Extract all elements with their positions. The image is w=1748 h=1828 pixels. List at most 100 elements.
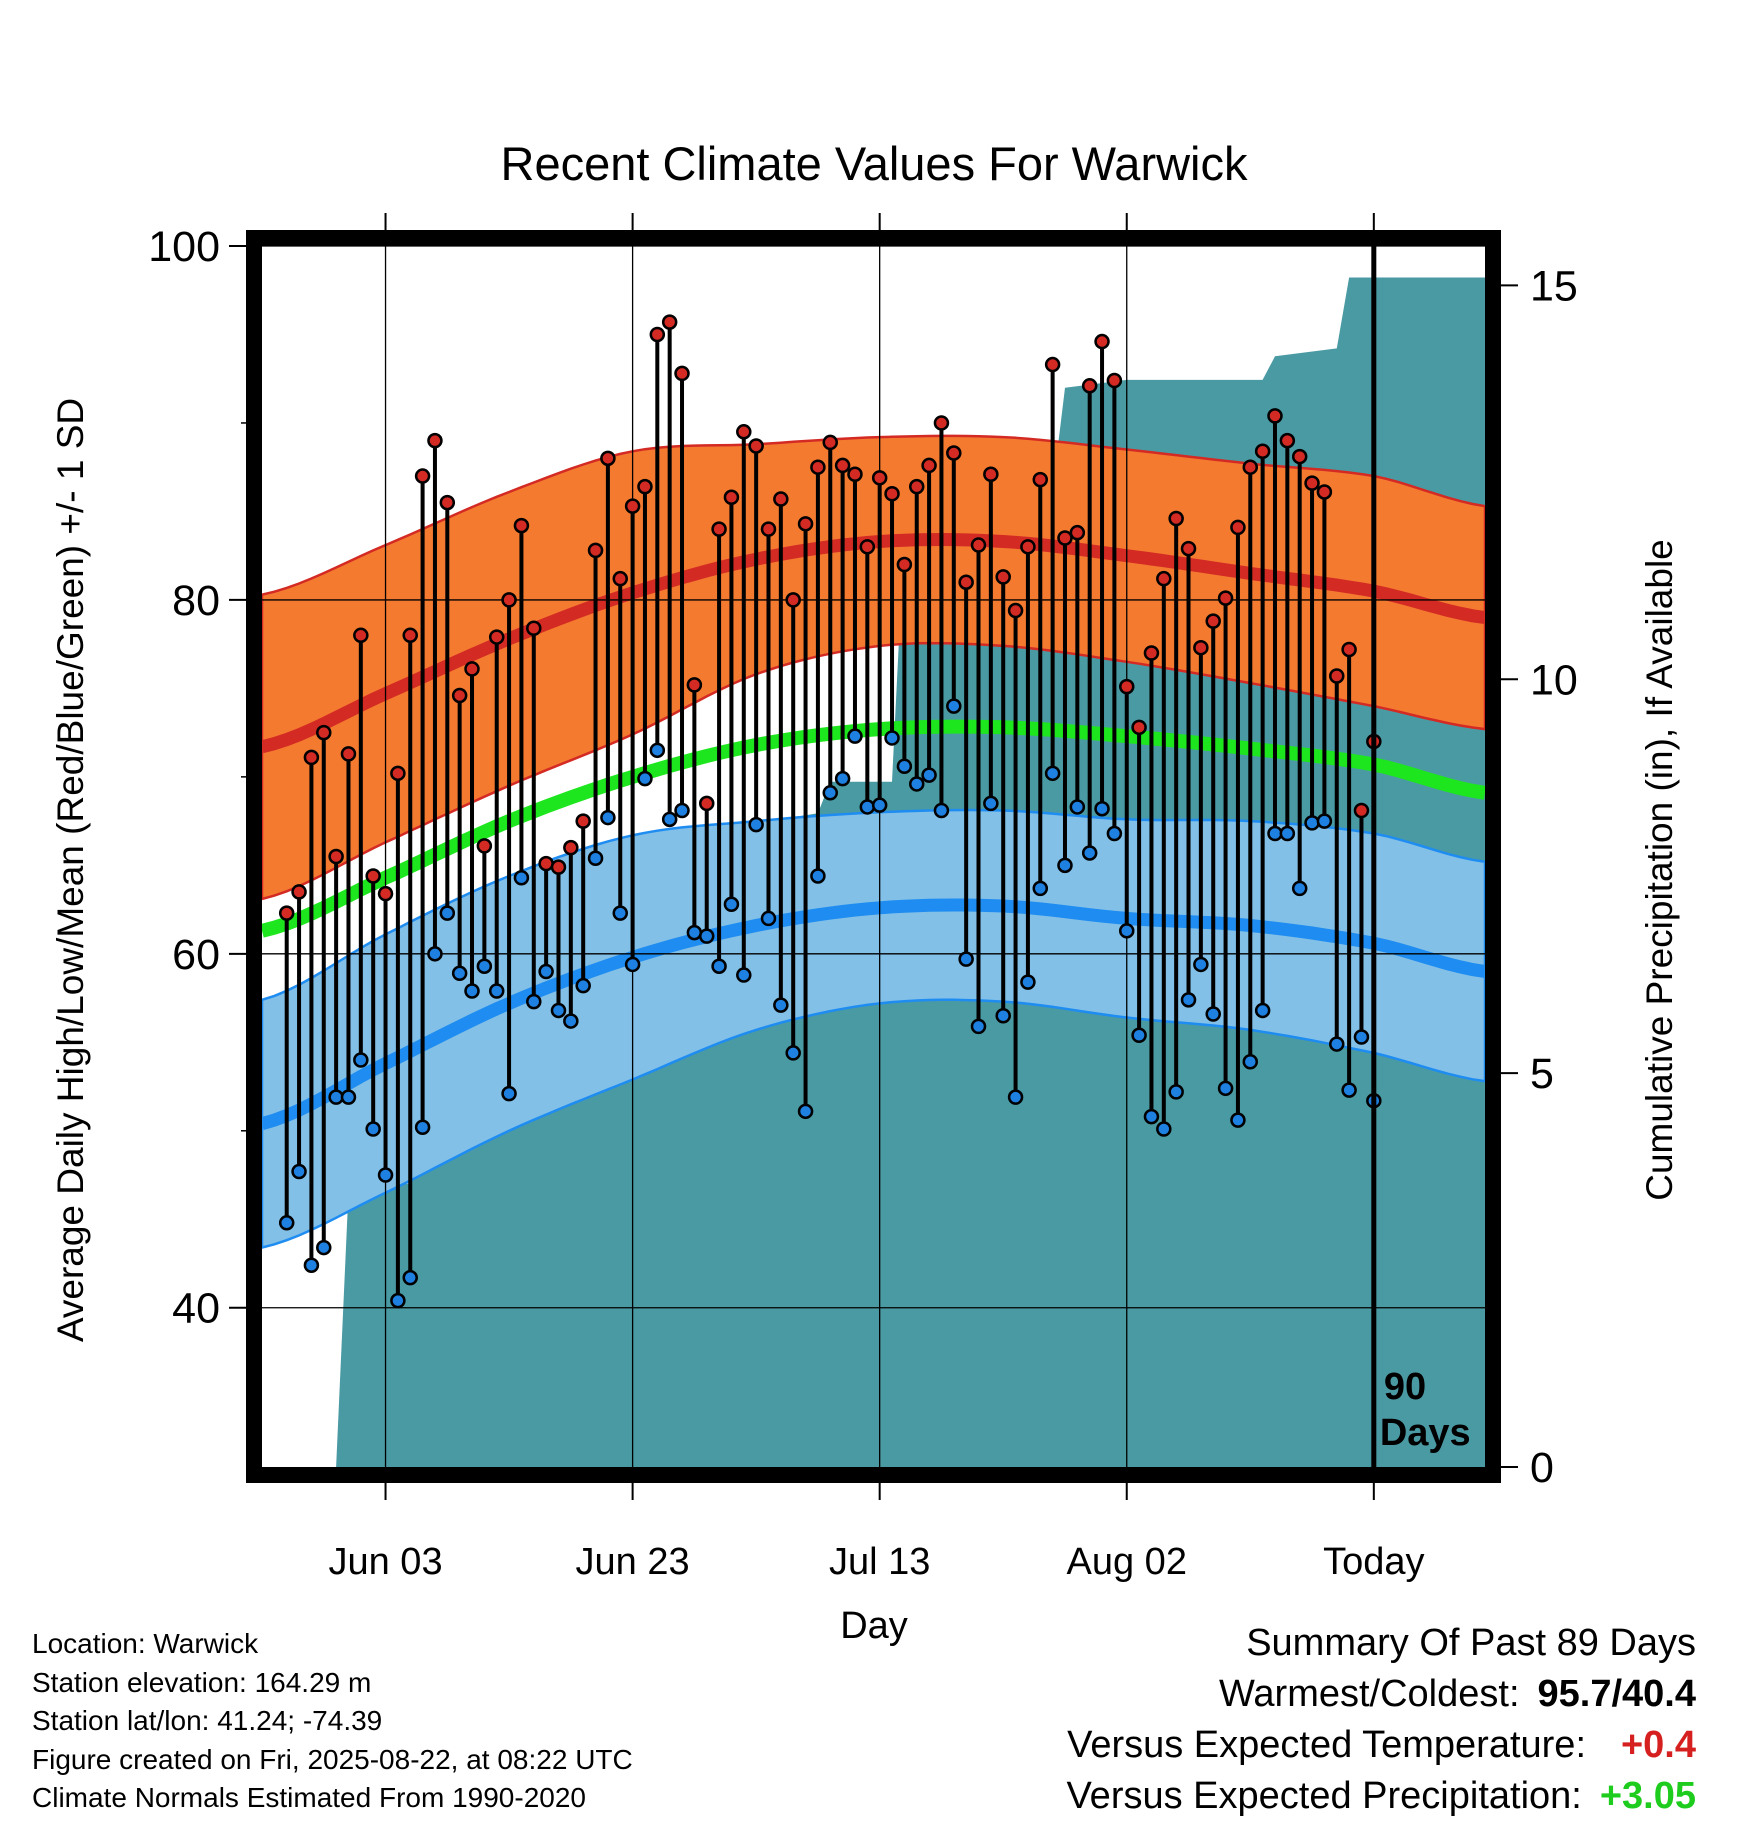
daily-low-point xyxy=(353,1052,369,1068)
daily-high-point xyxy=(711,521,727,537)
daily-low-point xyxy=(649,742,666,759)
daily-low-point xyxy=(698,928,715,944)
daily-low-point xyxy=(488,983,505,999)
x-axis-label: Day xyxy=(840,1605,908,1647)
daily-low-point xyxy=(612,905,629,921)
daily-low-point xyxy=(1329,1036,1345,1052)
daily-high-point xyxy=(1193,639,1209,656)
daily-low-point xyxy=(773,997,789,1013)
summary-temp: Versus Expected Temperature: +0.4 xyxy=(1066,1720,1696,1771)
daily-high-point xyxy=(1304,475,1320,491)
daily-low-point xyxy=(1007,1089,1024,1105)
daily-high-point xyxy=(427,432,443,449)
daily-high-point xyxy=(1106,372,1123,389)
daily-high-point xyxy=(1180,540,1197,557)
y-right-tick-label: 5 xyxy=(1530,1050,1554,1098)
daily-high-point xyxy=(847,466,863,483)
daily-low-point xyxy=(1156,1121,1172,1137)
daily-low-point xyxy=(402,1269,418,1286)
location-text: Location: Warwick xyxy=(32,1628,259,1659)
daily-high-point xyxy=(316,724,332,741)
daily-high-point xyxy=(1279,432,1296,449)
daily-low-point xyxy=(624,956,641,973)
daily-high-point xyxy=(1217,590,1234,606)
daily-low-point xyxy=(1180,992,1197,1008)
plot-area xyxy=(262,277,1485,1467)
daily-high-point xyxy=(1205,613,1221,629)
daily-high-point xyxy=(451,687,468,704)
daily-low-point xyxy=(538,963,554,980)
daily-low-point xyxy=(1304,815,1320,831)
daily-high-point xyxy=(760,521,777,537)
daily-low-point xyxy=(797,1103,814,1120)
x-tick-label: Jul 13 xyxy=(829,1541,930,1583)
daily-high-point xyxy=(822,434,839,451)
daily-low-point xyxy=(563,1013,579,1029)
daily-low-point xyxy=(859,799,876,815)
daily-high-point xyxy=(983,466,999,483)
daily-high-point xyxy=(698,795,715,812)
daily-high-point xyxy=(1230,519,1246,536)
daily-high-point xyxy=(785,592,801,608)
daily-low-point xyxy=(785,1045,801,1061)
daily-low-point xyxy=(526,993,542,1010)
daily-high-point xyxy=(402,627,418,644)
daily-low-point xyxy=(822,785,839,801)
elevation-text: Station elevation: 164.29 m xyxy=(32,1666,372,1698)
daily-high-point xyxy=(1007,602,1024,619)
temp-departure-value: +0.4 xyxy=(1620,1724,1696,1766)
summary-prcp: Versus Expected Precipitation: +3.05 xyxy=(1066,1771,1696,1822)
daily-low-point xyxy=(1291,880,1308,897)
daily-high-point xyxy=(995,569,1011,585)
daily-low-point xyxy=(760,910,777,927)
daily-low-point xyxy=(896,758,913,775)
daily-low-point xyxy=(983,795,999,812)
daily-low-point xyxy=(1081,845,1098,861)
y-axis-right-label: Cumulative Precipitation (in), If Availa… xyxy=(1639,539,1680,1201)
daily-low-point xyxy=(1032,880,1049,897)
daily-high-point xyxy=(921,457,937,474)
daily-low-point xyxy=(513,869,530,886)
daily-high-point xyxy=(1254,443,1271,460)
daily-high-point xyxy=(1291,448,1308,465)
daily-low-point xyxy=(451,965,468,982)
station-info: Location: Warwick Station elevation: 164… xyxy=(32,1625,633,1818)
x-tick-label: Jun 03 xyxy=(328,1541,442,1583)
high-sd-band xyxy=(262,434,1485,901)
daily-high-point xyxy=(1057,530,1073,546)
summary-heading: Summary Of Past 89 Days xyxy=(1246,1622,1696,1664)
daily-high-point xyxy=(958,574,974,590)
daily-high-point xyxy=(513,517,530,534)
daily-low-point xyxy=(1230,1112,1246,1128)
daily-low-point xyxy=(476,958,493,974)
daily-low-point xyxy=(884,730,900,746)
daily-high-point xyxy=(933,415,950,431)
daily-high-point xyxy=(736,424,752,440)
daily-high-point xyxy=(464,661,480,677)
daily-high-point xyxy=(1267,408,1283,424)
daily-low-point xyxy=(328,1089,344,1105)
summary-warm-cold: Warmest/Coldest: 95.7/40.4 xyxy=(1066,1669,1696,1720)
days-marker-number: 90 xyxy=(1384,1366,1426,1408)
latlon-text: Station lat/lon: 41.24; -74.39 xyxy=(32,1705,383,1736)
daily-high-point xyxy=(612,570,629,587)
daily-high-point xyxy=(291,884,307,900)
daily-high-point xyxy=(1156,570,1172,587)
daily-low-point xyxy=(1279,825,1296,842)
summary-panel: Summary Of Past 89 Days Warmest/Coldest:… xyxy=(1066,1618,1696,1822)
plot-frame xyxy=(246,230,1501,1483)
y-right-tick-label: 15 xyxy=(1530,262,1578,310)
daily-high-point xyxy=(1032,471,1049,488)
daily-low-point xyxy=(1020,974,1036,990)
daily-high-point xyxy=(488,629,505,645)
daily-high-point xyxy=(674,365,690,382)
daily-low-point xyxy=(365,1121,381,1137)
daily-low-point xyxy=(1242,1054,1259,1070)
daily-low-point xyxy=(1205,1006,1221,1022)
daily-low-point xyxy=(661,811,678,828)
daily-low-point xyxy=(711,958,727,974)
daily-low-point xyxy=(377,1167,394,1183)
daily-low-point xyxy=(1193,956,1209,973)
daily-low-point xyxy=(1106,825,1123,842)
